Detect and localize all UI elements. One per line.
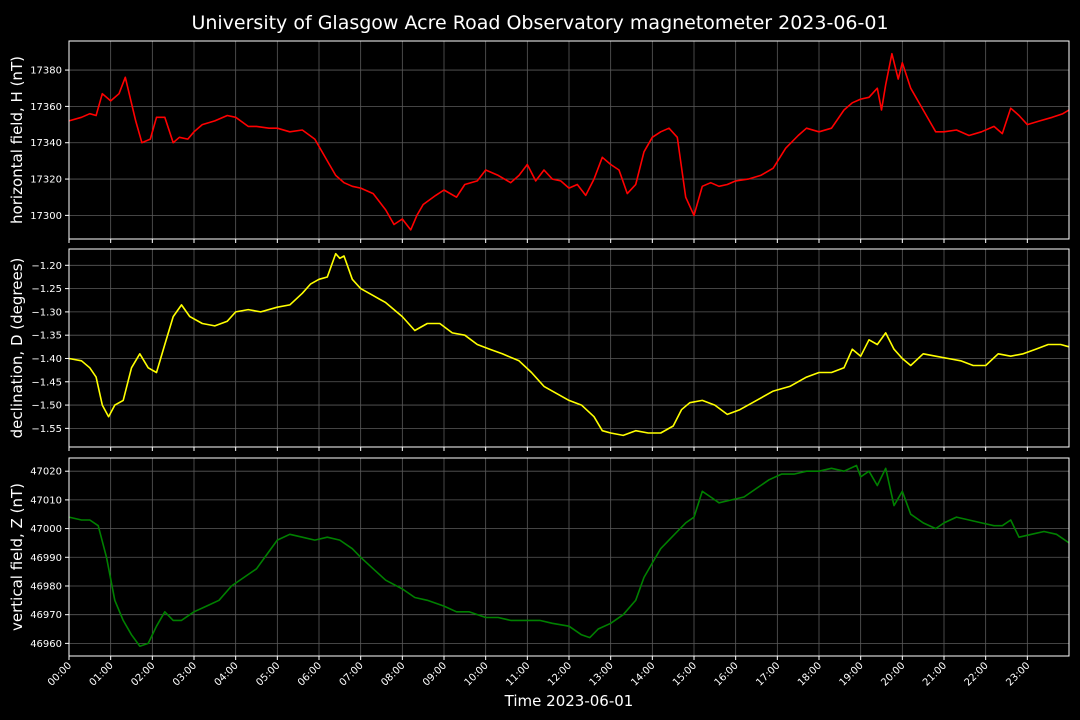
y-tick-label: −1.30 [31, 307, 62, 318]
y-tick-label: 17380 [30, 66, 62, 77]
series-line-0 [68, 52, 1070, 231]
y-tick-label: −1.35 [31, 331, 62, 342]
y-tick-label: 46960 [30, 639, 62, 650]
panel-0: 17300 17320 17340 17360 17380 horizontal fiel… [8, 40, 1070, 243]
y-tick-label: 47020 [30, 467, 62, 478]
panel-frame [68, 248, 1070, 448]
y-tick-label: −1.40 [31, 354, 62, 365]
x-axis-label: Time 2023-06-01 [504, 692, 634, 710]
panel-1: −1.55 −1.50 −1.45 −1.40 −1.35 −1.30 −1.25 −1.20… [8, 248, 1070, 451]
panel-2: 46960 46970 46980 46990 47000 47010 47020 verti… [8, 457, 1070, 660]
y-tick-label: 46980 [30, 581, 62, 592]
panel-frame [68, 40, 1070, 240]
panel-frame [68, 457, 1070, 657]
chart-title: University of Glasgow Acre Road Observat… [191, 12, 888, 34]
y-tick-label: −1.45 [31, 377, 62, 388]
y-tick-label: 17360 [30, 102, 62, 113]
y-tick-label: 17320 [30, 175, 62, 186]
y-axis-label: declination, D (degrees) [8, 258, 26, 439]
y-tick-label: −1.25 [31, 284, 62, 295]
y-tick-label: 47010 [30, 495, 62, 506]
y-tick-label: 46970 [30, 610, 62, 621]
series-line-2 [68, 464, 1070, 647]
y-tick-label: 17300 [30, 211, 62, 222]
series-line-1 [68, 252, 1070, 437]
y-axis-label: vertical field, Z (nT) [8, 483, 26, 631]
y-tick-label: −1.55 [31, 424, 62, 435]
y-tick-label: −1.50 [31, 401, 62, 412]
y-tick-label: −1.20 [31, 261, 62, 272]
panels: 17300 17320 17340 17360 17380 horizontal fiel… [8, 40, 1070, 660]
y-tick-label: 47000 [30, 524, 62, 535]
y-axis-label: horizontal field, H (nT) [8, 56, 26, 224]
y-tick-label: 17340 [30, 138, 62, 149]
y-tick-label: 46990 [30, 553, 62, 564]
